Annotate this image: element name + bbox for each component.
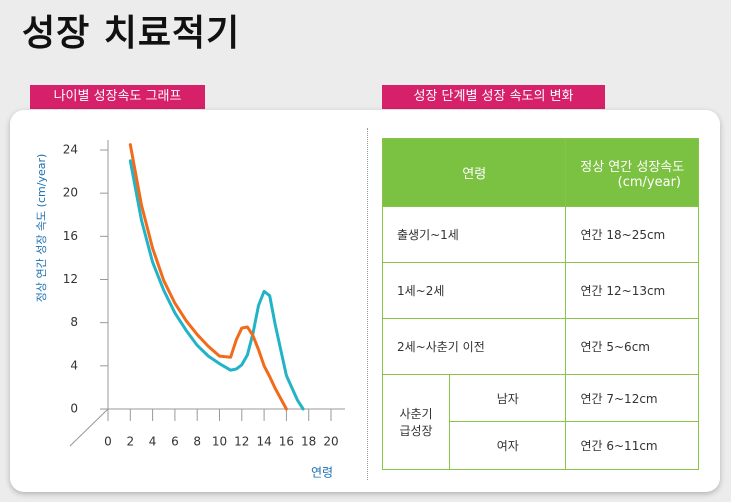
axis-decoration [69, 408, 109, 447]
x-tick-label: 0 [104, 435, 112, 449]
y-tick-label: 20 [63, 186, 78, 200]
table-header: 정상 연간 성장속도 (cm/year) [565, 138, 699, 207]
cell-line: 급성장 [399, 424, 433, 438]
header-unit: (cm/year) [617, 174, 681, 190]
cell: 2세~사춘기 이전 [381, 318, 567, 375]
y-tick-label: 8 [70, 315, 78, 329]
y-tick-label: 0 [70, 402, 78, 416]
cell-line: 사춘기 [399, 407, 433, 421]
x-tick-label: 8 [193, 435, 201, 449]
cell: 출생기~1세 [381, 206, 567, 263]
table: 연령 정상 연간 성장속도 (cm/year) 출생기~1세 연간 18~25cm … [381, 138, 699, 470]
cell: 연간 7~12cm [565, 374, 699, 422]
x-tick-label: 10 [212, 435, 227, 449]
cell: 여자 [448, 421, 567, 470]
separator [367, 128, 368, 480]
x-tick-label: 16 [279, 435, 294, 449]
x-tick-label: 6 [171, 435, 179, 449]
y-axis-label: 정상 연간 성장 속도 (cm/year) [35, 154, 48, 303]
line [128, 159, 305, 411]
x-tick-label: 12 [234, 435, 249, 449]
x-axis-label: 연령 [311, 466, 333, 480]
table-header: 연령 [381, 138, 567, 207]
tab: 성장 단계별 성장 속도의 변화 [382, 85, 605, 109]
x-tick-label: 18 [301, 435, 316, 449]
line [128, 143, 288, 411]
x-tick-label: 2 [126, 435, 134, 449]
x-tick-label: 14 [256, 435, 271, 449]
page-title: 성장 치료적기 [22, 13, 241, 54]
tab: 나이별 성장속도 그래프 [30, 85, 205, 109]
cell: 연간 12~13cm [565, 262, 699, 319]
y-tick-label: 24 [63, 143, 78, 157]
cell: 연간 18~25cm [565, 206, 699, 263]
y-tick-label: 4 [70, 358, 78, 372]
cell: 1세~2세 [381, 262, 567, 319]
y-tick-label: 12 [63, 272, 78, 286]
cell: 연간 6~11cm [565, 421, 699, 470]
cell: 남자 [448, 374, 567, 422]
x-tick-label: 4 [149, 435, 157, 449]
y-tick-label: 16 [63, 229, 78, 243]
header-line: 정상 연간 성장속도 [580, 159, 685, 175]
x-tick-label: 20 [323, 435, 338, 449]
cell: 연간 5~6cm [565, 318, 699, 375]
